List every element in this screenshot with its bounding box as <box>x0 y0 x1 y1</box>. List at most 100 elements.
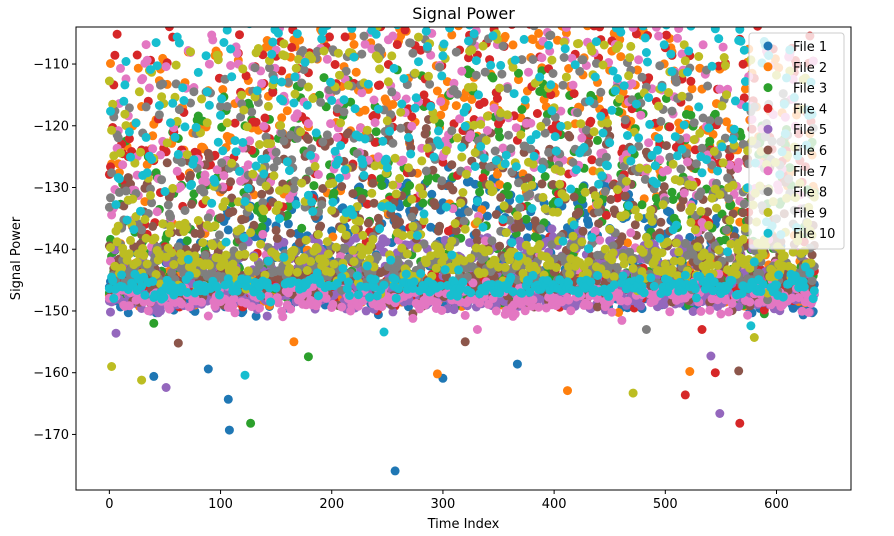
data-point <box>500 31 510 41</box>
data-point <box>148 144 158 154</box>
data-point <box>177 157 187 167</box>
data-point <box>216 213 225 223</box>
data-point <box>436 110 446 120</box>
data-point <box>203 213 213 223</box>
data-point <box>197 297 207 307</box>
data-point <box>144 83 154 93</box>
data-point <box>173 242 183 252</box>
data-point <box>222 102 232 111</box>
data-point <box>271 147 281 157</box>
data-point <box>447 30 457 40</box>
data-point <box>203 311 213 321</box>
data-point <box>381 97 391 106</box>
data-point <box>468 278 478 288</box>
data-point <box>526 144 536 154</box>
data-point <box>665 307 675 317</box>
data-point <box>407 121 417 131</box>
data-point <box>277 113 287 123</box>
data-point <box>524 67 533 77</box>
data-point <box>459 216 469 226</box>
data-point <box>564 64 574 73</box>
data-point <box>578 226 588 236</box>
data-point <box>371 127 381 137</box>
data-point <box>238 242 248 252</box>
data-point <box>753 27 763 31</box>
data-point <box>241 71 251 81</box>
data-point <box>321 293 331 303</box>
data-point <box>634 55 644 65</box>
data-point <box>436 97 446 107</box>
data-point <box>368 178 378 188</box>
data-point <box>594 219 604 229</box>
data-point <box>734 302 744 312</box>
data-point <box>548 69 558 78</box>
data-point <box>485 162 495 172</box>
data-point <box>461 263 471 273</box>
data-point <box>630 220 640 230</box>
data-point <box>505 215 515 225</box>
data-point <box>708 129 718 139</box>
outlier-point <box>149 318 159 328</box>
data-point <box>577 133 587 143</box>
data-point <box>565 132 575 142</box>
data-point <box>517 105 527 114</box>
data-point <box>529 27 539 31</box>
data-point <box>517 55 527 65</box>
data-point <box>243 160 253 170</box>
data-point <box>705 305 715 315</box>
data-point <box>172 166 182 176</box>
data-point <box>421 166 431 176</box>
data-point <box>351 67 361 77</box>
data-point <box>286 130 296 140</box>
scatter-points <box>104 27 819 476</box>
outlier-point <box>303 352 313 362</box>
data-point <box>698 40 708 50</box>
data-point <box>460 310 470 320</box>
data-point <box>427 189 437 199</box>
data-point <box>292 109 302 119</box>
data-point <box>230 308 240 318</box>
data-point <box>491 306 501 316</box>
data-point <box>705 136 715 146</box>
outlier-point <box>710 368 720 378</box>
data-point <box>249 220 259 230</box>
data-point <box>148 221 158 231</box>
data-point <box>464 207 473 217</box>
data-point <box>451 47 461 57</box>
data-point <box>312 46 322 56</box>
data-point <box>547 224 557 234</box>
data-point <box>502 83 512 93</box>
data-point <box>546 30 556 40</box>
data-point <box>360 39 370 49</box>
data-point <box>251 311 261 321</box>
data-point <box>118 160 128 170</box>
data-point <box>341 66 351 76</box>
outlier-point <box>706 351 716 361</box>
data-point <box>360 105 370 115</box>
data-point <box>526 118 536 128</box>
data-point <box>313 170 323 179</box>
data-point <box>449 305 459 315</box>
data-point <box>142 55 152 65</box>
outlier-point <box>161 383 171 392</box>
data-point <box>686 110 696 120</box>
data-point <box>510 309 520 319</box>
data-point <box>154 110 164 120</box>
data-point <box>303 134 313 144</box>
data-point <box>498 143 508 153</box>
data-point <box>219 171 229 181</box>
data-point <box>480 236 490 246</box>
data-point <box>200 170 210 180</box>
data-point <box>616 52 626 62</box>
data-point <box>659 182 669 192</box>
data-point <box>121 186 131 196</box>
data-point <box>268 87 278 97</box>
data-point <box>640 174 650 184</box>
data-point <box>400 27 410 35</box>
data-point <box>495 241 505 251</box>
data-point <box>180 206 190 215</box>
data-point <box>607 307 617 317</box>
outlier-point <box>224 425 234 435</box>
data-point <box>340 244 350 254</box>
data-point <box>651 27 661 32</box>
